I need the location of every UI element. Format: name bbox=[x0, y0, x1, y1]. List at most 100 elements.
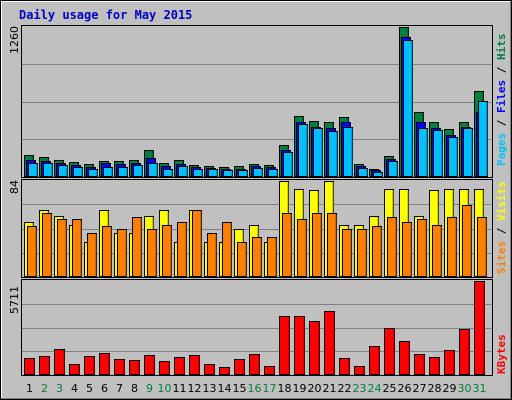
visits-bar-sites-4 bbox=[72, 219, 82, 277]
x-tick-label-5: 5 bbox=[86, 382, 93, 395]
kbytes-bar-kbytes-24 bbox=[369, 346, 380, 375]
x-tick-label-6: 6 bbox=[101, 382, 108, 395]
x-tick-label-13: 13 bbox=[203, 382, 217, 395]
hits-bar-pages-8 bbox=[133, 165, 143, 177]
visits-bar-sites-9 bbox=[147, 229, 157, 277]
kbytes-bar-kbytes-9 bbox=[144, 355, 155, 375]
kbytes-bar-kbytes-17 bbox=[264, 366, 275, 375]
visits-bar-sites-31 bbox=[477, 217, 487, 277]
x-tick-label-27: 27 bbox=[413, 382, 427, 395]
hits-bar-pages-10 bbox=[163, 169, 173, 177]
kbytes-bar-kbytes-13 bbox=[204, 364, 215, 375]
visits-bar-sites-27 bbox=[417, 219, 427, 277]
kbytes-bar-kbytes-1 bbox=[24, 358, 35, 375]
kbytes-bar-kbytes-11 bbox=[174, 357, 185, 375]
hits-bar-pages-22 bbox=[343, 127, 353, 177]
kbytes-bar-kbytes-28 bbox=[429, 357, 440, 375]
kbytes-bar-kbytes-31 bbox=[474, 281, 485, 375]
kbytes-legend: KBytes bbox=[495, 334, 508, 374]
kbytes-bar-kbytes-10 bbox=[159, 361, 170, 375]
kbytes-bar-kbytes-7 bbox=[114, 359, 125, 375]
hits-bar-pages-21 bbox=[328, 131, 338, 177]
visits-bar-sites-14 bbox=[222, 222, 232, 277]
hits-bar-pages-11 bbox=[178, 166, 188, 177]
kbytes-bar-kbytes-5 bbox=[84, 356, 95, 375]
hits-bar-pages-14 bbox=[223, 170, 233, 177]
hits-bar-pages-23 bbox=[358, 168, 368, 177]
hits-bar-pages-3 bbox=[58, 165, 68, 177]
hits-bar-pages-25 bbox=[388, 161, 398, 177]
visits-legend: Sites / Visits bbox=[495, 181, 508, 274]
visits-bar-sites-18 bbox=[282, 213, 292, 277]
x-tick-label-31: 31 bbox=[473, 382, 487, 395]
legend-pages: Pages bbox=[495, 133, 508, 166]
x-tick-label-10: 10 bbox=[158, 382, 172, 395]
x-tick-label-24: 24 bbox=[368, 382, 382, 395]
x-tick-label-3: 3 bbox=[56, 382, 63, 395]
visits-bar-sites-22 bbox=[342, 229, 352, 277]
hits-bar-pages-16 bbox=[253, 168, 263, 177]
hits-ymax-label: 1260 bbox=[8, 26, 21, 54]
visits-bar-sites-6 bbox=[102, 226, 112, 277]
x-tick-label-20: 20 bbox=[308, 382, 322, 395]
visits-bar-sites-13 bbox=[207, 233, 217, 277]
kbytes-bar-kbytes-29 bbox=[444, 350, 455, 375]
visits-bar-sites-21 bbox=[327, 213, 337, 277]
hits-bar-pages-2 bbox=[43, 163, 53, 177]
hits-bar-pages-15 bbox=[238, 170, 248, 177]
kbytes-bar-kbytes-15 bbox=[234, 359, 245, 375]
x-tick-label-9: 9 bbox=[146, 382, 153, 395]
x-tick-label-16: 16 bbox=[248, 382, 262, 395]
visits-bar-sites-12 bbox=[192, 210, 202, 277]
visits-bar-sites-15 bbox=[237, 242, 247, 277]
hits-bar-pages-13 bbox=[208, 169, 218, 177]
x-tick-label-19: 19 bbox=[293, 382, 307, 395]
visits-bar-sites-2 bbox=[42, 213, 52, 277]
visits-bar-sites-1 bbox=[27, 226, 37, 277]
hits-bar-pages-24 bbox=[373, 172, 383, 177]
x-tick-label-7: 7 bbox=[116, 382, 123, 395]
hits-bar-pages-27 bbox=[418, 128, 428, 177]
kbytes-bar-kbytes-26 bbox=[399, 341, 410, 375]
legend-visits: Visits bbox=[495, 181, 508, 221]
kbytes-bar-kbytes-12 bbox=[189, 355, 200, 375]
x-tick-label-4: 4 bbox=[71, 382, 78, 395]
chart-title: Daily usage for May 2015 bbox=[19, 8, 192, 22]
visits-bar-sites-7 bbox=[117, 229, 127, 277]
visits-bar-sites-17 bbox=[267, 237, 277, 277]
x-tick-label-23: 23 bbox=[353, 382, 367, 395]
legend-hits: Hits bbox=[495, 34, 508, 61]
kbytes-bar-kbytes-16 bbox=[249, 354, 260, 375]
x-tick-label-8: 8 bbox=[131, 382, 138, 395]
x-tick-label-18: 18 bbox=[278, 382, 292, 395]
x-tick-label-2: 2 bbox=[41, 382, 48, 395]
hits-bar-pages-29 bbox=[448, 137, 458, 177]
kbytes-ymax-label: 5711 bbox=[8, 286, 21, 314]
x-tick-label-15: 15 bbox=[233, 382, 247, 395]
visits-bar-sites-23 bbox=[357, 229, 367, 277]
x-tick-label-29: 29 bbox=[443, 382, 457, 395]
legend-kbytes: KBytes bbox=[495, 334, 508, 374]
hits-bar-pages-26 bbox=[403, 40, 413, 177]
x-tick-label-30: 30 bbox=[458, 382, 472, 395]
kbytes-bar-kbytes-21 bbox=[324, 311, 335, 375]
visits-bar-sites-25 bbox=[387, 217, 397, 277]
hits-bar-pages-18 bbox=[283, 152, 293, 177]
visits-bar-sites-28 bbox=[432, 225, 442, 277]
kbytes-bar-kbytes-19 bbox=[294, 316, 305, 375]
kbytes-bar-kbytes-25 bbox=[384, 328, 395, 375]
legend-sites: Sites bbox=[495, 241, 508, 274]
kbytes-bar-kbytes-30 bbox=[459, 329, 470, 375]
x-tick-label-12: 12 bbox=[188, 382, 202, 395]
visits-bar-sites-29 bbox=[447, 217, 457, 277]
visits-bar-sites-26 bbox=[402, 222, 412, 277]
kbytes-bar-kbytes-8 bbox=[129, 360, 140, 375]
kbytes-bar-kbytes-2 bbox=[39, 356, 50, 375]
chart-marks: 1 2 3 4 5 6 7 8 9 10 11 12 13 14 15 16 17 18 19 20 21 22 23 24 2… bbox=[22, 27, 492, 395]
visits-ymax-label: 84 bbox=[8, 180, 21, 194]
kbytes-bar-kbytes-14 bbox=[219, 367, 230, 375]
hits-bar-pages-17 bbox=[268, 169, 278, 177]
kbytes-bar-kbytes-23 bbox=[354, 366, 365, 375]
visits-bar-sites-30 bbox=[462, 205, 472, 277]
